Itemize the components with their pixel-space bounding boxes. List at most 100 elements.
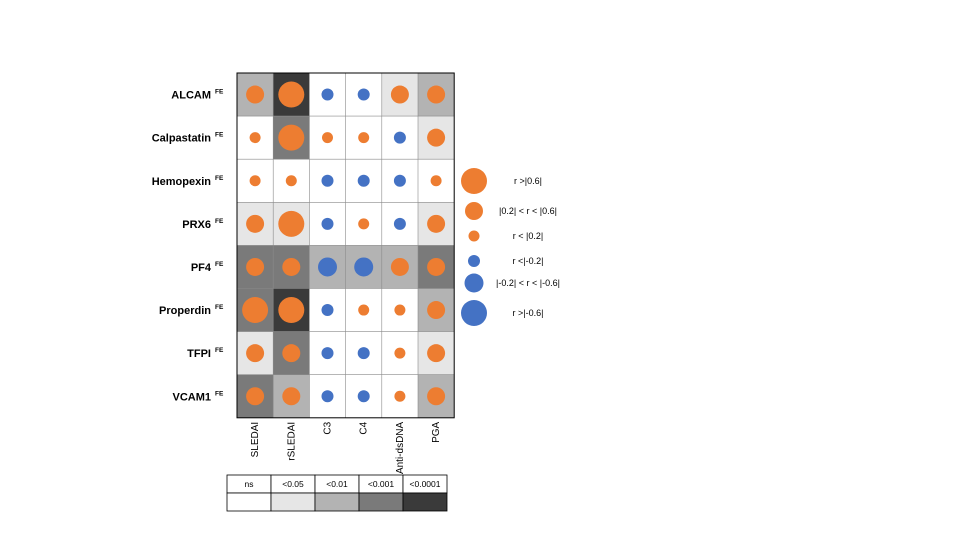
correlation-circle <box>427 85 446 104</box>
column-labels: SLEDAI rSLEDAI C3 C4 Anti-dsDNA PGA <box>250 421 442 474</box>
correlation-circle <box>357 347 370 360</box>
size-legend-circle <box>465 202 483 220</box>
correlation-circle <box>427 257 446 276</box>
row-label-superscript: FE <box>215 175 224 182</box>
correlation-circle <box>427 387 446 406</box>
correlation-circle <box>249 175 261 187</box>
column-label: C3 <box>323 421 334 434</box>
correlation-circle <box>246 214 265 233</box>
correlation-circle <box>394 304 406 316</box>
correlation-circle <box>278 210 305 237</box>
correlation-circle <box>357 174 370 187</box>
correlation-circle <box>390 85 409 104</box>
size-legend-label: r < |0.2| <box>513 231 543 241</box>
column-label: PGA <box>431 421 442 442</box>
correlation-circle <box>321 347 334 360</box>
p-legend-swatch <box>358 492 404 512</box>
size-legend-circle <box>464 273 484 293</box>
correlation-circle <box>321 390 334 403</box>
correlation-circle <box>427 301 446 320</box>
size-legend-label: r >|0.6| <box>514 176 542 186</box>
size-legend-circle <box>468 255 480 267</box>
row-label: ALCAM <box>171 90 211 102</box>
correlation-circle <box>393 131 406 144</box>
row-label: PRX6 <box>182 219 211 231</box>
correlation-circle <box>430 175 442 187</box>
row-label: Hemopexin <box>152 176 212 188</box>
correlation-circle <box>358 304 370 316</box>
correlation-circle <box>318 257 337 277</box>
heatmap-border <box>236 72 455 419</box>
row-label: VCAM1 <box>172 391 211 403</box>
correlation-circle <box>354 257 374 277</box>
heatmap-grid <box>236 72 455 419</box>
p-legend-label: <0.01 <box>326 479 348 489</box>
correlation-circle <box>357 88 370 101</box>
column-label: C4 <box>359 421 370 434</box>
p-legend-swatch <box>270 492 316 512</box>
correlation-circle <box>358 132 370 144</box>
correlation-circle <box>278 81 305 108</box>
correlation-circle <box>246 344 265 363</box>
correlation-circle <box>427 214 446 233</box>
correlation-circle <box>321 217 334 230</box>
row-label-superscript: FE <box>215 132 224 139</box>
correlation-circle <box>321 304 334 317</box>
p-legend-swatch <box>402 492 448 512</box>
column-label: SLEDAI <box>250 422 261 458</box>
size-legend-label: |0.2| < r < |0.6| <box>499 206 557 216</box>
correlation-circle <box>278 124 305 151</box>
column-label: Anti-dsDNA <box>395 421 406 474</box>
correlation-circle <box>322 132 333 144</box>
correlation-circle <box>390 257 409 276</box>
correlation-circle <box>246 85 265 104</box>
size-legend-circle <box>461 168 487 194</box>
row-label: Properdin <box>159 305 211 317</box>
row-label: TFPI <box>187 348 211 360</box>
size-legend-circle <box>461 300 487 326</box>
correlation-circle <box>246 257 265 276</box>
size-legend-label: r >|-0.6| <box>513 308 544 318</box>
correlation-circle <box>246 387 265 406</box>
p-legend-swatch <box>314 492 360 512</box>
p-legend-swatch <box>226 492 272 512</box>
row-label-superscript: FE <box>215 390 224 397</box>
p-value-legend: ns <0.05 <0.01 <0.001 <0.0001 <box>226 474 448 512</box>
row-label: PF4 <box>191 262 212 274</box>
size-legend-circle <box>468 230 480 242</box>
row-label: Calpastatin <box>152 133 212 145</box>
correlation-circle <box>282 344 301 363</box>
row-label-superscript: FE <box>215 304 224 311</box>
correlation-circle <box>282 387 301 406</box>
heatmap-cells <box>237 73 455 418</box>
correlation-circle <box>278 297 305 324</box>
size-legend: r >|0.6| |0.2| < r < |0.6| r < |0.2| r <|-0… <box>461 168 560 326</box>
correlation-circle <box>357 390 370 403</box>
row-label-superscript: FE <box>215 347 224 354</box>
correlation-circle <box>321 88 334 101</box>
correlation-circle <box>427 128 446 147</box>
row-label-superscript: FE <box>215 218 224 225</box>
size-legend-label: r <|-0.2| <box>513 256 544 266</box>
correlation-circle <box>393 174 406 187</box>
size-legend-label: |-0.2| < r < |-0.6| <box>496 278 560 288</box>
correlation-circles <box>242 81 446 406</box>
p-legend-label: ns <box>245 479 254 489</box>
p-legend-label: <0.0001 <box>410 479 441 489</box>
correlation-circle <box>242 297 269 324</box>
correlation-circle <box>394 390 406 402</box>
p-legend-label: <0.001 <box>368 479 395 489</box>
row-label-superscript: FE <box>215 261 224 268</box>
correlation-circle <box>427 344 446 363</box>
correlation-circle <box>321 174 334 187</box>
correlation-circle <box>394 347 406 359</box>
correlation-circle <box>393 217 406 230</box>
correlation-circle <box>249 132 261 144</box>
column-label: rSLEDAI <box>286 422 297 461</box>
correlation-circle <box>282 257 301 276</box>
p-legend-label: <0.05 <box>282 479 304 489</box>
row-label-superscript: FE <box>215 89 224 96</box>
